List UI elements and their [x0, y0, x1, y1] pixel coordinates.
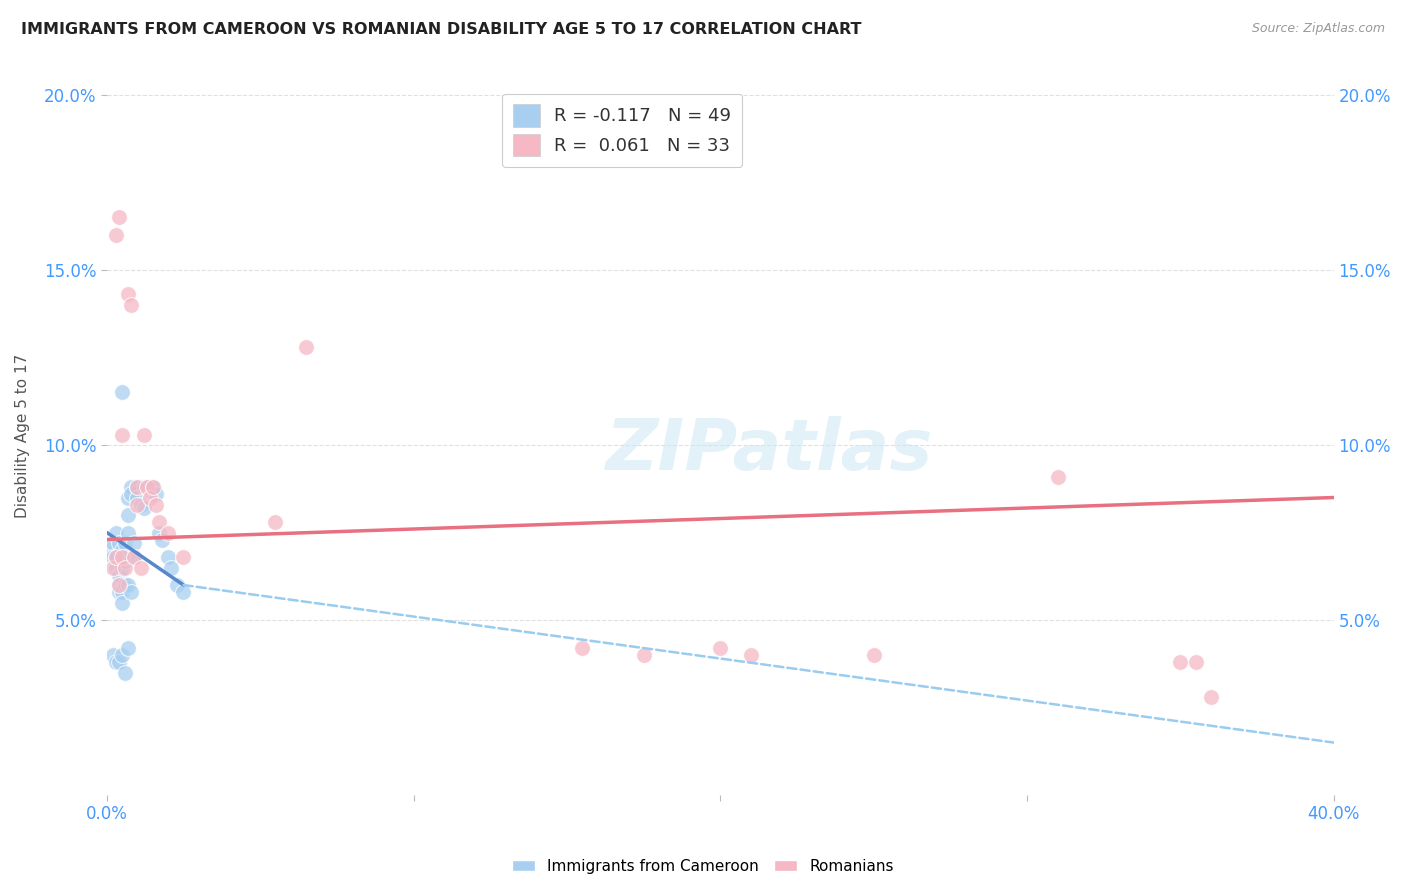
Point	[120, 480, 142, 494]
Point	[1046, 469, 1069, 483]
Point	[132, 480, 155, 494]
Point	[166, 578, 188, 592]
Point	[160, 560, 183, 574]
Point	[117, 508, 139, 522]
Point	[129, 560, 152, 574]
Point	[105, 560, 128, 574]
Point	[157, 549, 180, 564]
Point	[111, 549, 134, 564]
Point	[132, 501, 155, 516]
Text: ZIPatlas: ZIPatlas	[606, 416, 934, 485]
Point	[135, 480, 157, 494]
Point	[108, 211, 131, 225]
Point	[108, 578, 131, 592]
Point	[117, 491, 139, 505]
Point	[124, 549, 146, 564]
Point	[117, 578, 139, 592]
Point	[120, 585, 142, 599]
Point	[111, 560, 134, 574]
Point	[105, 549, 128, 564]
Point	[295, 340, 318, 354]
Point	[105, 655, 128, 669]
Point	[105, 525, 128, 540]
Point	[101, 648, 124, 662]
Point	[142, 480, 165, 494]
Point	[124, 536, 146, 550]
Point	[105, 549, 128, 564]
Point	[114, 560, 136, 574]
Point	[571, 641, 593, 656]
Point	[117, 641, 139, 656]
Point	[862, 648, 884, 662]
Point	[101, 536, 124, 550]
Legend: R = -0.117   N = 49, R =  0.061   N = 33: R = -0.117 N = 49, R = 0.061 N = 33	[502, 94, 742, 167]
Point	[148, 525, 170, 540]
Point	[145, 487, 167, 501]
Point	[108, 578, 131, 592]
Point	[108, 585, 131, 599]
Point	[139, 491, 162, 505]
Point	[108, 655, 131, 669]
Point	[124, 549, 146, 564]
Point	[108, 567, 131, 582]
Point	[114, 578, 136, 592]
Point	[101, 549, 124, 564]
Point	[135, 480, 157, 494]
Point	[127, 491, 149, 505]
Point	[111, 595, 134, 609]
Point	[117, 525, 139, 540]
Point	[1184, 655, 1206, 669]
Y-axis label: Disability Age 5 to 17: Disability Age 5 to 17	[15, 354, 30, 518]
Legend: Immigrants from Cameroon, Romanians: Immigrants from Cameroon, Romanians	[506, 853, 900, 880]
Point	[148, 515, 170, 529]
Point	[1199, 690, 1222, 704]
Point	[139, 483, 162, 498]
Point	[127, 480, 149, 494]
Point	[114, 536, 136, 550]
Point	[111, 585, 134, 599]
Point	[127, 498, 149, 512]
Point	[111, 385, 134, 400]
Point	[127, 480, 149, 494]
Point	[145, 498, 167, 512]
Text: Source: ZipAtlas.com: Source: ZipAtlas.com	[1251, 22, 1385, 36]
Point	[108, 536, 131, 550]
Point	[172, 585, 194, 599]
Point	[98, 543, 121, 558]
Point	[117, 287, 139, 301]
Point	[114, 553, 136, 567]
Point	[114, 549, 136, 564]
Point	[157, 525, 180, 540]
Point	[105, 227, 128, 242]
Point	[633, 648, 655, 662]
Point	[142, 480, 165, 494]
Point	[740, 648, 762, 662]
Point	[129, 498, 152, 512]
Point	[120, 298, 142, 312]
Point	[264, 515, 287, 529]
Point	[111, 648, 134, 662]
Point	[150, 533, 173, 547]
Point	[132, 427, 155, 442]
Point	[114, 665, 136, 680]
Point	[709, 641, 731, 656]
Point	[111, 427, 134, 442]
Text: IMMIGRANTS FROM CAMEROON VS ROMANIAN DISABILITY AGE 5 TO 17 CORRELATION CHART: IMMIGRANTS FROM CAMEROON VS ROMANIAN DIS…	[21, 22, 862, 37]
Point	[1168, 655, 1191, 669]
Point	[101, 560, 124, 574]
Point	[120, 487, 142, 501]
Point	[111, 543, 134, 558]
Point	[172, 549, 194, 564]
